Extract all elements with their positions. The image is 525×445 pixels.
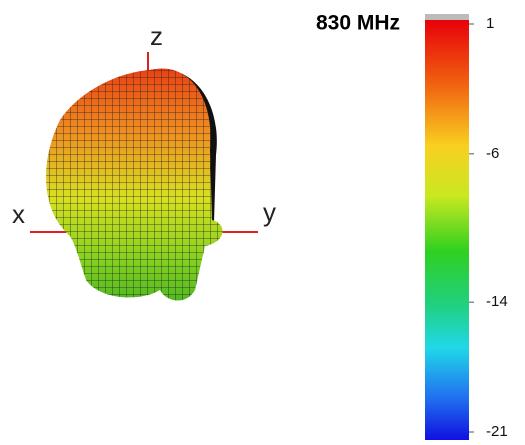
chart-title: 830 MHz bbox=[316, 12, 400, 35]
colorbar-cap bbox=[425, 14, 469, 20]
x-axis-label: x bbox=[12, 199, 25, 229]
colorbar-tick-label: -14 bbox=[486, 293, 508, 310]
radiation-pattern bbox=[46, 68, 223, 301]
z-axis-label: z bbox=[150, 21, 163, 51]
colorbar-tick-label: -6 bbox=[486, 145, 499, 162]
colorbar-tick-label: -21 bbox=[486, 423, 508, 440]
y-axis-label: y bbox=[263, 197, 276, 227]
colorbar-tick-label: 1 bbox=[486, 15, 494, 32]
colorbar bbox=[425, 20, 469, 440]
